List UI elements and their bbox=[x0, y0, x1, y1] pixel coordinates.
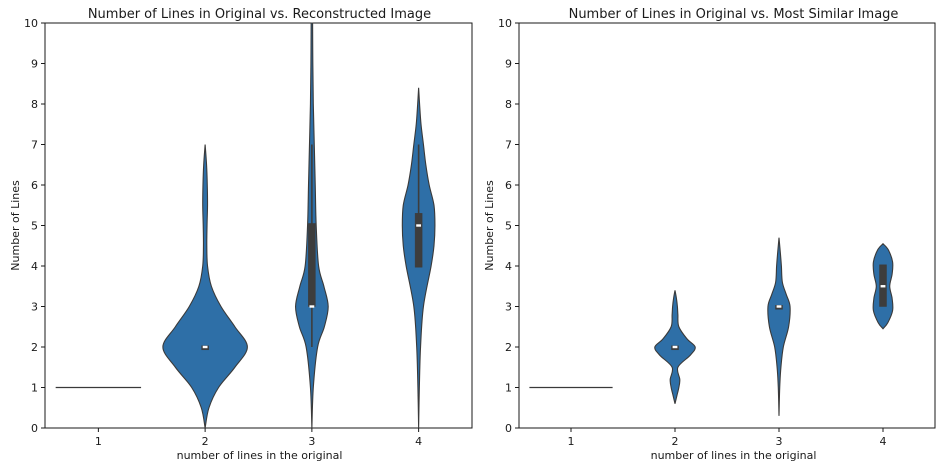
y-axis-label: Number of Lines bbox=[9, 180, 22, 271]
x-axis-label: number of lines in the original bbox=[177, 449, 343, 462]
y-tick-label: 10 bbox=[498, 17, 512, 30]
y-tick-label: 9 bbox=[31, 58, 38, 71]
y-axis-label: Number of Lines bbox=[483, 180, 496, 271]
y-tick-label: 3 bbox=[505, 301, 512, 314]
violin-2 bbox=[162, 144, 248, 429]
violin-4 bbox=[401, 87, 436, 429]
chart-title: Number of Lines in Original vs. Reconstr… bbox=[88, 7, 431, 22]
x-tick-label: 1 bbox=[568, 435, 575, 448]
plot-area: 0 1 2 3 4 5 6 7 8 9 10 1 2 3 4 bbox=[498, 17, 936, 448]
y-tick-label: 6 bbox=[31, 179, 38, 192]
x-tick-label: 4 bbox=[415, 435, 422, 448]
y-tick-label: 6 bbox=[505, 179, 512, 192]
violin-body bbox=[162, 144, 248, 429]
x-tick-label: 3 bbox=[776, 435, 783, 448]
y-tick-label: 7 bbox=[31, 139, 38, 152]
y-tick-label: 3 bbox=[31, 301, 38, 314]
right-chart: Number of Lines in Original vs. Most Sim… bbox=[483, 7, 936, 462]
x-tick-label: 2 bbox=[202, 435, 209, 448]
violin-median bbox=[309, 305, 315, 308]
plot-area: 0 1 2 3 4 5 6 7 8 9 10 1 2 3 4 bbox=[24, 17, 473, 448]
y-tick-label: 8 bbox=[505, 98, 512, 111]
x-tick-label: 4 bbox=[880, 435, 887, 448]
chart-title: Number of Lines in Original vs. Most Sim… bbox=[569, 7, 899, 22]
y-tick-label: 2 bbox=[31, 341, 38, 354]
violin-3 bbox=[767, 237, 791, 416]
violin-median bbox=[416, 224, 422, 227]
violin-median bbox=[202, 345, 208, 349]
y-tick-label: 5 bbox=[505, 220, 512, 233]
left-chart: Number of Lines in Original vs. Reconstr… bbox=[9, 7, 473, 462]
x-axis-label: number of lines in the original bbox=[651, 449, 817, 462]
y-tick-label: 0 bbox=[31, 422, 38, 435]
violin-4 bbox=[872, 242, 894, 330]
y-tick-label: 4 bbox=[31, 260, 38, 273]
violin-median bbox=[880, 285, 886, 288]
y-tick-label: 7 bbox=[505, 139, 512, 152]
y-tick-label: 1 bbox=[31, 382, 38, 395]
violin-2 bbox=[654, 290, 696, 404]
violin-iqr-box bbox=[308, 223, 316, 307]
y-tick-label: 4 bbox=[505, 260, 512, 273]
violin-median bbox=[672, 345, 678, 349]
y-tick-label: 1 bbox=[505, 382, 512, 395]
y-tick-label: 9 bbox=[505, 58, 512, 71]
y-tick-label: 8 bbox=[31, 98, 38, 111]
violin-median bbox=[776, 305, 782, 308]
violin-iqr-box bbox=[414, 213, 423, 268]
violin-body bbox=[767, 237, 791, 416]
y-tick-label: 2 bbox=[505, 341, 512, 354]
y-tick-label: 5 bbox=[31, 220, 38, 233]
violin-3 bbox=[295, 22, 329, 429]
y-tick-label: 10 bbox=[24, 17, 38, 30]
axes-frame bbox=[518, 22, 936, 429]
x-tick-label: 2 bbox=[672, 435, 679, 448]
x-tick-label: 3 bbox=[308, 435, 315, 448]
x-tick-label: 1 bbox=[95, 435, 102, 448]
y-tick-label: 0 bbox=[505, 422, 512, 435]
